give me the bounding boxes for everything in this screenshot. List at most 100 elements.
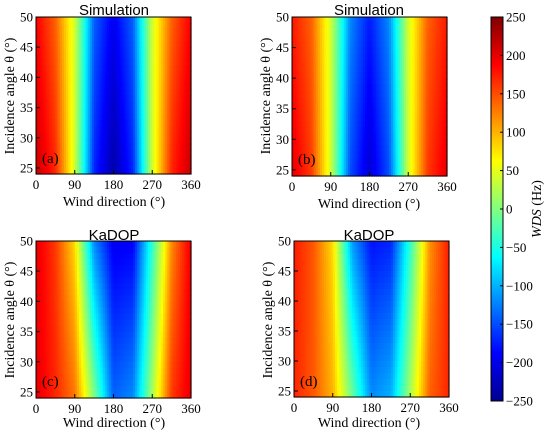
heatmap-cell: [57, 41, 61, 48]
heatmap-cell: [55, 131, 59, 139]
heatmap-cell: [401, 84, 405, 91]
heatmap-cell: [188, 131, 192, 139]
heatmap-cell: [150, 71, 153, 78]
heatmap-cell: [126, 259, 130, 266]
heatmap-cell: [72, 319, 76, 327]
heatmap-cell: [358, 35, 362, 43]
heatmap-cell: [442, 139, 446, 147]
heatmap-cell: [410, 90, 414, 98]
heatmap-cell: [180, 77, 183, 85]
heatmap-cell: [53, 125, 56, 133]
heatmap-cell: [397, 41, 401, 49]
heatmap-cell: [98, 95, 102, 103]
heatmap-cell: [399, 163, 403, 171]
heatmap-cell: [156, 295, 160, 302]
heatmap-cell: [89, 313, 93, 321]
heatmap-cell: [423, 139, 427, 147]
heatmap-cell: [158, 65, 162, 72]
heatmap-cell: [76, 253, 80, 260]
heatmap-cell: [68, 247, 72, 254]
heatmap-cell: [63, 149, 67, 157]
heatmap-cell: [332, 114, 336, 122]
heatmap-cell: [122, 29, 125, 36]
heatmap-cell: [184, 59, 188, 66]
heatmap-cell: [324, 151, 328, 159]
heatmap-cell: [94, 277, 97, 284]
heatmap-cell: [72, 41, 76, 48]
heatmap-cell: [91, 301, 95, 309]
heatmap-cell: [122, 89, 125, 97]
heatmap-cell: [438, 139, 442, 147]
heatmap-cell: [98, 283, 102, 290]
heatmap-cell: [384, 59, 388, 67]
heatmap-cell: [397, 35, 401, 43]
heatmap-cell: [156, 301, 160, 309]
heatmap-cell: [124, 23, 128, 30]
heatmap-cell: [397, 29, 401, 36]
heatmap-cell: [298, 120, 302, 128]
heatmap-cell: [96, 259, 100, 266]
heatmap-cell: [388, 145, 392, 153]
heatmap-cell: [403, 114, 407, 122]
heatmap-cell: [124, 289, 128, 296]
heatmap-cell: [356, 114, 360, 122]
heatmap-cell: [81, 265, 84, 272]
heatmap-cell: [53, 83, 56, 91]
heatmap-cell: [307, 169, 310, 177]
heatmap-cell: [302, 108, 306, 116]
heatmap-cell: [356, 53, 360, 61]
heatmap-cell: [147, 83, 151, 91]
heatmap-cell: [51, 107, 54, 115]
heatmap-cell: [147, 325, 151, 333]
heatmap-cell: [154, 301, 158, 309]
heatmap-cell: [403, 102, 407, 110]
heatmap-cell: [158, 283, 162, 290]
heatmap-cell: [130, 271, 134, 278]
heatmap-cell: [61, 149, 65, 157]
heatmap-cell: [53, 319, 56, 327]
heatmap-cell: [427, 78, 431, 85]
heatmap-cell: [300, 23, 304, 30]
heatmap-cell: [380, 127, 384, 134]
heatmap-cell: [188, 301, 192, 309]
heatmap-cell: [130, 307, 134, 315]
heatmap-cell: [46, 83, 50, 91]
heatmap-cell: [375, 23, 379, 30]
heatmap-cell: [119, 277, 123, 284]
heatmap-cell: [128, 95, 132, 103]
heatmap-cell: [429, 59, 433, 67]
heatmap-cell: [309, 133, 312, 140]
heatmap-cell: [76, 155, 80, 163]
heatmap-cell: [167, 289, 171, 296]
heatmap-cell: [444, 114, 448, 122]
heatmap-cell: [167, 167, 171, 175]
heatmap-cell: [135, 59, 138, 66]
heatmap-cell: [335, 127, 338, 134]
heatmap-cell: [371, 78, 375, 85]
heatmap-cell: [294, 145, 297, 153]
heatmap-cell: [59, 149, 63, 157]
heatmap-cell: [442, 78, 446, 85]
heatmap-cell: [375, 169, 379, 177]
heatmap-cell: [36, 331, 39, 339]
heatmap-cell: [156, 53, 160, 60]
heatmap-cell: [356, 151, 360, 159]
heatmap-cell: [294, 78, 297, 85]
heatmap-cell: [343, 127, 347, 134]
heatmap-cell: [53, 313, 56, 321]
heatmap-cell: [126, 137, 130, 145]
heatmap-cell: [63, 167, 67, 175]
heatmap-cell: [128, 247, 132, 254]
heatmap-cell: [44, 107, 48, 115]
heatmap-cell: [132, 17, 136, 24]
heatmap-cell: [160, 301, 164, 309]
heatmap-cell: [96, 29, 100, 36]
heatmap-cell: [186, 89, 190, 97]
heatmap-cell: [384, 139, 388, 147]
heatmap-cell: [91, 89, 95, 97]
heatmap-cell: [139, 295, 143, 302]
heatmap-cell: [408, 163, 411, 171]
heatmap-cell: [48, 107, 52, 115]
heatmap-cell: [182, 29, 186, 36]
heatmap-cell: [72, 77, 76, 85]
